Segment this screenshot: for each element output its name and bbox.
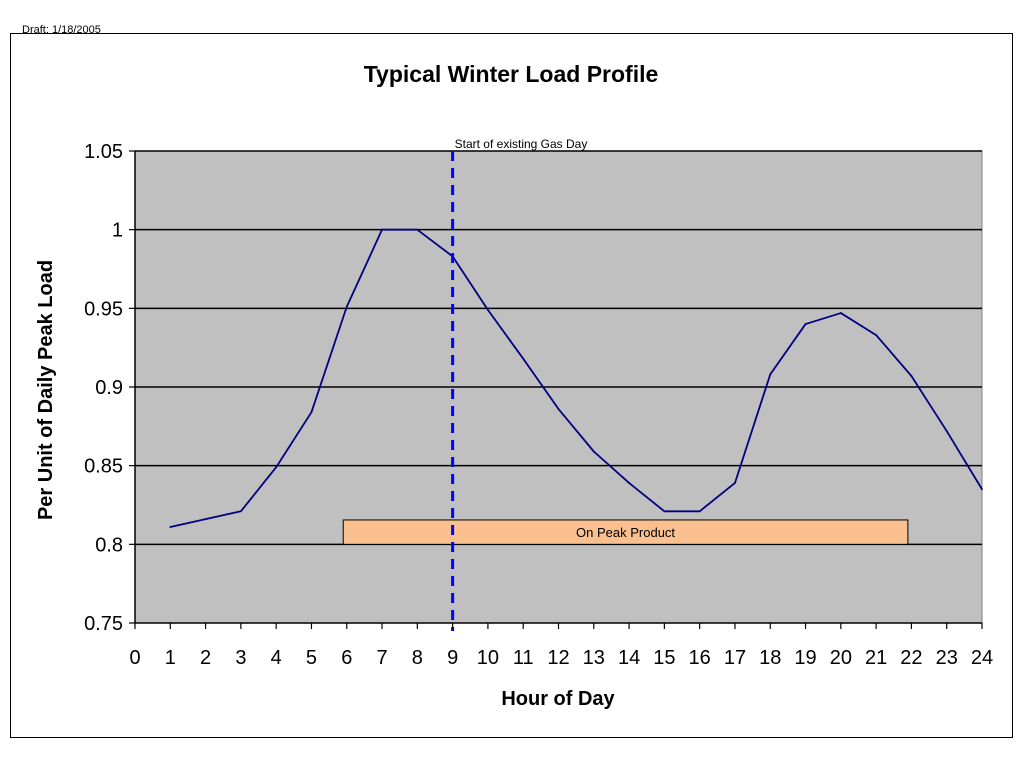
chart-title: Typical Winter Load Profile <box>364 61 659 87</box>
y-tick-label-3: 0.9 <box>95 377 123 399</box>
x-tick-label-16: 16 <box>689 647 711 669</box>
y-tick-label-0: 0.75 <box>84 613 123 635</box>
data-point-hour-1 <box>169 526 172 528</box>
x-tick-label-9: 9 <box>447 647 458 669</box>
x-tick-label-18: 18 <box>759 647 781 669</box>
data-point-hour-7 <box>381 228 383 231</box>
on-peak-band-layer: On Peak Product <box>342 519 909 545</box>
x-tick-label-12: 12 <box>547 647 569 669</box>
data-point-hour-17 <box>734 482 736 484</box>
data-point-hour-10 <box>487 309 489 311</box>
y-tick-label-6: 1.05 <box>84 141 123 163</box>
x-tick-label-17: 17 <box>724 647 746 669</box>
series-line-0 <box>170 228 983 528</box>
data-point-hour-2 <box>204 518 207 521</box>
data-point-hour-4 <box>275 466 278 469</box>
data-point-hour-8 <box>416 228 419 231</box>
x-tick-label-23: 23 <box>936 647 958 669</box>
on-peak-product-bar <box>342 519 909 545</box>
x-tick-label-4: 4 <box>271 647 282 669</box>
data-point-hour-20 <box>839 312 842 314</box>
data-point-hour-6 <box>345 305 348 308</box>
data-point-hour-11 <box>522 357 525 360</box>
data-point-hour-18 <box>769 373 772 376</box>
gas-day-start-label: Start of existing Gas Day <box>455 137 588 151</box>
x-tick-label-21: 21 <box>865 647 887 669</box>
x-tick-label-19: 19 <box>794 647 816 669</box>
y-tick-label-5: 1 <box>112 220 123 242</box>
y-tick-label-1: 0.8 <box>95 534 123 556</box>
data-point-hour-24 <box>981 488 983 491</box>
on-peak-product-label: On Peak Product <box>576 525 675 540</box>
x-tick-label-2: 2 <box>200 647 211 669</box>
data-point-hour-12 <box>557 408 560 410</box>
data-point-hour-21 <box>875 334 878 336</box>
gas-day-marker-layer: Start of existing Gas Day <box>451 137 588 631</box>
x-tick-label-24: 24 <box>971 647 993 669</box>
x-tick-label-13: 13 <box>583 647 605 669</box>
x-tick-label-7: 7 <box>376 647 387 669</box>
data-point-hour-16 <box>698 510 701 513</box>
x-tick-label-6: 6 <box>341 647 352 669</box>
data-point-hour-13 <box>592 450 595 453</box>
x-tick-label-8: 8 <box>412 647 423 669</box>
x-tick-label-15: 15 <box>653 647 675 669</box>
data-point-hour-3 <box>239 510 242 513</box>
data-point-hour-19 <box>804 323 807 325</box>
chart-frame <box>10 33 1013 738</box>
x-tick-labels: 0 1 2 3 4 5 6 7 8 9 10 11 12 13 14 15 16 17 18 19 20 21 22 23 24 <box>129 647 993 669</box>
x-tick-label-10: 10 <box>477 647 499 669</box>
y-tick-labels: 0.75 0.8 0.85 0.9 0.95 1 1.05 <box>84 141 123 635</box>
y-tick-label-4: 0.95 <box>84 298 123 320</box>
series-layer <box>169 228 983 528</box>
x-axis-label: Hour of Day <box>501 688 615 710</box>
x-tick-label-5: 5 <box>306 647 317 669</box>
data-point-hour-15 <box>663 510 666 513</box>
x-tick-label-11: 11 <box>513 647 534 669</box>
x-tick-label-20: 20 <box>830 647 852 669</box>
y-tick-label-2: 0.85 <box>84 456 123 478</box>
x-tick-label-1: 1 <box>165 647 176 669</box>
data-point-hour-22 <box>910 375 913 377</box>
data-point-hour-23 <box>945 430 948 432</box>
data-point-hour-5 <box>310 411 313 414</box>
x-tick-label-22: 22 <box>900 647 922 669</box>
x-tick-label-3: 3 <box>235 647 246 669</box>
axes <box>129 150 983 629</box>
data-point-hour-14 <box>628 482 630 484</box>
x-tick-label-14: 14 <box>618 647 640 669</box>
y-axis-label: Per Unit of Daily Peak Load <box>35 260 57 520</box>
x-tick-label-0: 0 <box>129 647 140 669</box>
